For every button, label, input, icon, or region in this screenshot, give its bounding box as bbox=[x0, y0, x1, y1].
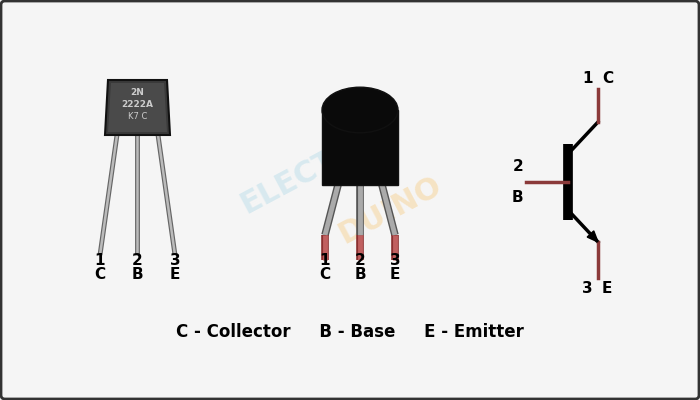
Text: 2N: 2N bbox=[131, 88, 144, 97]
Text: E: E bbox=[602, 281, 612, 296]
Text: B: B bbox=[354, 267, 366, 282]
Text: C: C bbox=[602, 71, 613, 86]
Text: DUINO: DUINO bbox=[333, 171, 447, 249]
Polygon shape bbox=[108, 83, 167, 132]
Text: E: E bbox=[390, 267, 400, 282]
Text: C - Collector     B - Base     E - Emitter: C - Collector B - Base E - Emitter bbox=[176, 323, 524, 341]
Text: 3: 3 bbox=[582, 281, 593, 296]
Polygon shape bbox=[587, 231, 598, 242]
Text: K7 C: K7 C bbox=[128, 112, 147, 121]
Text: 3: 3 bbox=[390, 253, 400, 268]
Text: E: E bbox=[170, 267, 180, 282]
Text: C: C bbox=[319, 267, 330, 282]
Text: C: C bbox=[94, 267, 106, 282]
Text: ELECTRO: ELECTRO bbox=[235, 121, 384, 219]
Bar bbox=[322, 110, 398, 185]
Polygon shape bbox=[105, 80, 170, 135]
Text: 2: 2 bbox=[132, 253, 142, 268]
Text: B: B bbox=[131, 267, 143, 282]
Text: 2: 2 bbox=[355, 253, 365, 268]
Text: 2222A: 2222A bbox=[122, 100, 153, 109]
Text: 3: 3 bbox=[169, 253, 181, 268]
Text: 1: 1 bbox=[320, 253, 330, 268]
Text: 1: 1 bbox=[582, 71, 593, 86]
Text: 2: 2 bbox=[512, 159, 523, 174]
Text: 1: 1 bbox=[94, 253, 105, 268]
Text: B: B bbox=[512, 190, 523, 205]
Ellipse shape bbox=[322, 87, 398, 133]
